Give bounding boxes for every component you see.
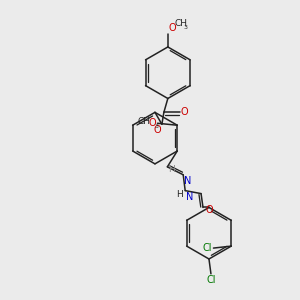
Text: H: H: [168, 165, 175, 174]
Text: N: N: [184, 176, 192, 186]
Text: N: N: [186, 192, 194, 202]
Text: O: O: [181, 107, 188, 117]
Text: O: O: [153, 125, 161, 135]
Text: CH: CH: [137, 117, 151, 126]
Text: Cl: Cl: [206, 275, 216, 285]
Text: O: O: [206, 206, 214, 215]
Text: CH: CH: [175, 19, 188, 28]
Text: O: O: [169, 23, 176, 33]
Text: Cl: Cl: [203, 243, 212, 253]
Text: 3: 3: [154, 124, 158, 129]
Text: 3: 3: [184, 25, 188, 30]
Text: O: O: [149, 118, 157, 128]
Text: H: H: [176, 190, 183, 199]
